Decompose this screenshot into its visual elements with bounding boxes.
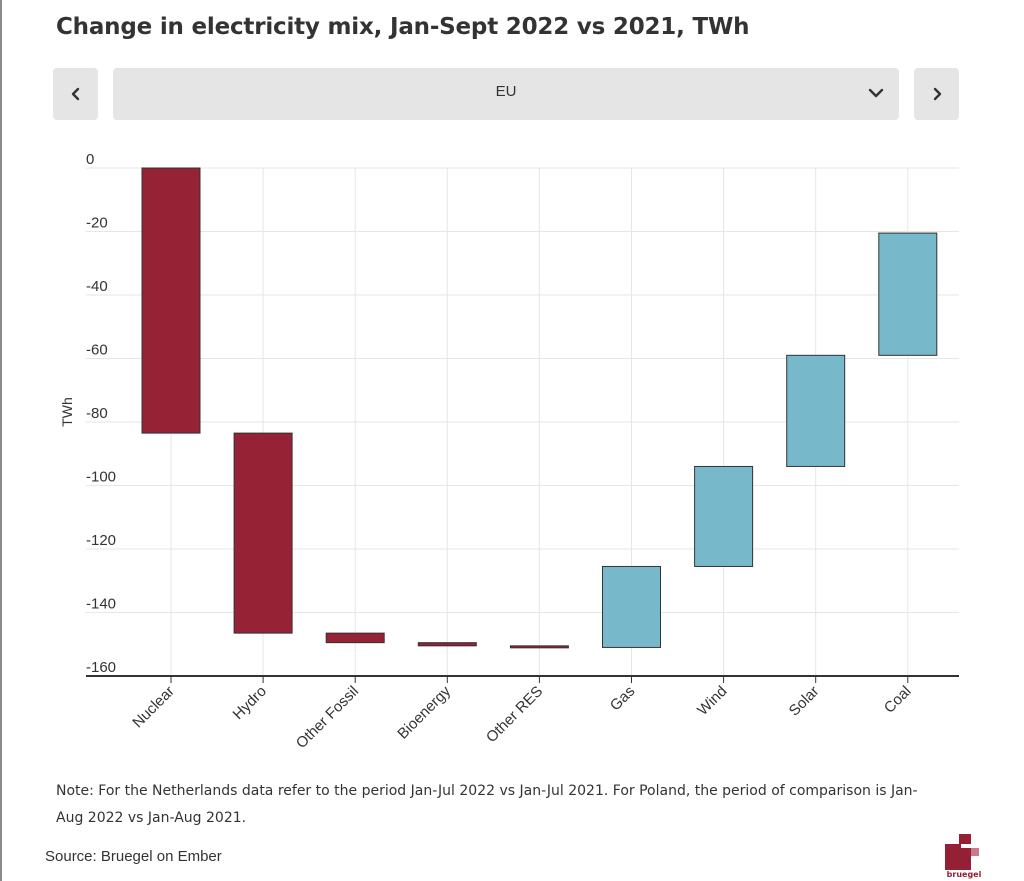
y-tick-label: 0 <box>86 151 94 168</box>
logo-text: bruegel <box>946 870 982 879</box>
y-tick-label: -100 <box>86 469 116 486</box>
bar-hydro[interactable] <box>233 432 293 634</box>
bar-wind[interactable] <box>694 465 754 567</box>
previous-button[interactable] <box>53 68 98 120</box>
y-tick-label: -80 <box>86 405 108 422</box>
bar-other-fossil[interactable] <box>325 632 385 644</box>
x-tick-label: Gas <box>607 683 638 714</box>
chart-source: Source: Bruegel on Ember <box>45 848 222 865</box>
bar-nuclear[interactable] <box>141 167 201 434</box>
bar-gas[interactable] <box>602 565 661 648</box>
chevron-left-icon <box>71 87 79 101</box>
y-axis-title: TWh <box>59 397 75 427</box>
bar-coal[interactable] <box>878 232 938 356</box>
x-tick-label: Hydro <box>230 683 270 723</box>
y-tick-label: -60 <box>86 342 108 359</box>
y-tick-label: -20 <box>86 215 108 232</box>
next-button[interactable] <box>914 68 959 120</box>
y-tick-label: -140 <box>86 596 116 613</box>
x-tick-label: Other RES <box>483 683 546 746</box>
chevron-right-icon <box>933 87 941 101</box>
x-tick-label: Other Fossil <box>293 683 362 752</box>
y-tick-label: -40 <box>86 278 108 295</box>
x-tick-label: Coal <box>881 683 915 717</box>
y-tick-label: -160 <box>86 659 116 676</box>
x-tick-label: Nuclear <box>129 683 178 732</box>
page-left-border <box>0 0 2 881</box>
x-tick-label: Bioenergy <box>394 682 454 742</box>
bruegel-logo: bruegel <box>945 834 983 879</box>
region-select[interactable]: EU <box>113 68 899 120</box>
bar-solar[interactable] <box>786 354 846 467</box>
x-tick-label: Solar <box>786 683 823 720</box>
x-tick-label: Wind <box>694 683 730 719</box>
chart-note: Note: For the Netherlands data refer to … <box>56 783 918 826</box>
bar-other-res[interactable] <box>509 645 569 649</box>
chart-title: Change in electricity mix, Jan-Sept 2022… <box>56 14 750 40</box>
region-select-value: EU <box>495 83 517 100</box>
chevron-down-icon <box>868 88 884 98</box>
bruegel-logo-icon <box>945 834 979 870</box>
bar-bioenergy[interactable] <box>417 642 477 647</box>
bars <box>141 167 938 649</box>
y-tick-label: -120 <box>86 532 116 549</box>
